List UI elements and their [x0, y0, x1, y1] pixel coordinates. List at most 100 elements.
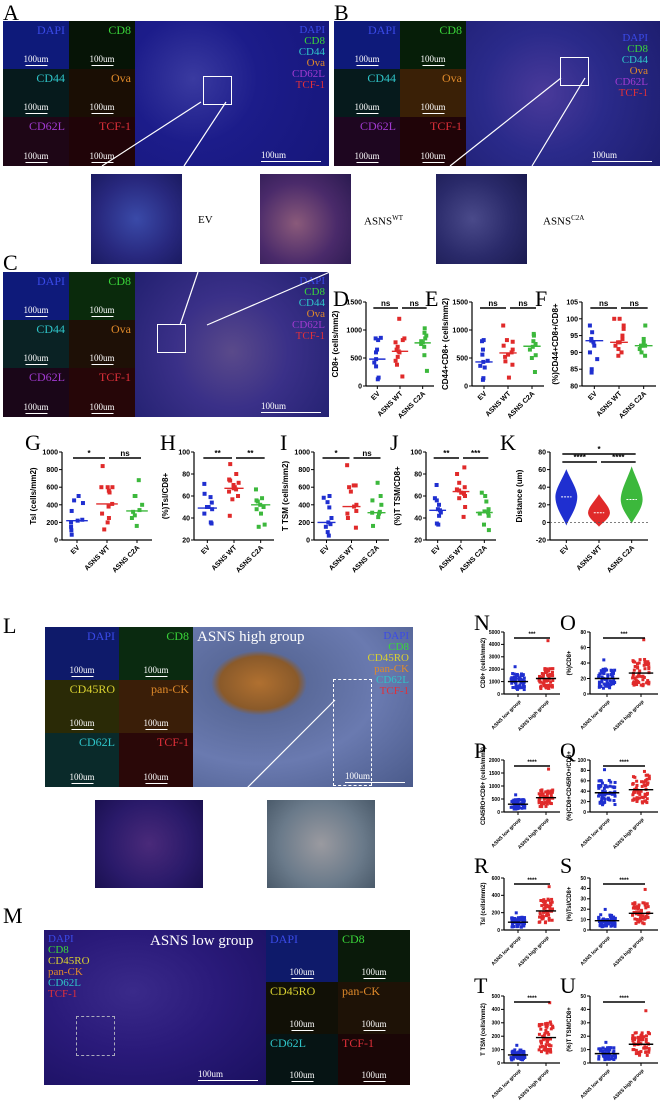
- svg-text:ASNS low group: ASNS low group: [579, 1068, 611, 1100]
- inset-caption-asns-c2a: ASNSC2A: [543, 214, 585, 228]
- svg-text:0: 0: [583, 810, 586, 816]
- svg-text:Distance (um): Distance (um): [515, 469, 524, 522]
- svg-text:T TSM (cells/mm2): T TSM (cells/mm2): [481, 1003, 487, 1056]
- svg-text:EV: EV: [431, 544, 443, 556]
- chart-q: 0 20 40 60 80 100 (%)CD8+CD45RO+/CD8+ ASNS low …: [567, 751, 658, 851]
- svg-text:80: 80: [570, 383, 578, 390]
- svg-text:80: 80: [414, 471, 422, 478]
- svg-text:0: 0: [54, 537, 58, 544]
- chart-t: 0 100 200 300 400 500 T TSM (cells/mm2) ASNS lo…: [481, 994, 560, 1102]
- svg-text:EV: EV: [587, 390, 599, 402]
- inset-high-group: [267, 800, 375, 888]
- panel-label-i: I: [280, 430, 288, 455]
- svg-text:500: 500: [492, 797, 501, 803]
- tile-pan-ck: pan-CK 100um: [338, 982, 410, 1034]
- panel-label-a: A: [3, 0, 19, 25]
- svg-text:2000: 2000: [489, 758, 500, 764]
- tile-dapi: DAPI 100um: [266, 930, 338, 982]
- tile-tcf1: TCF-1 100um: [400, 117, 466, 166]
- panel-b-image: DAPI 100um CD8 100um CD44 100um Ova 100um CD…: [334, 21, 660, 166]
- svg-text:20: 20: [182, 537, 190, 544]
- roi-box: [203, 76, 232, 105]
- svg-text:****: ****: [619, 760, 629, 766]
- svg-text:****: ****: [619, 878, 629, 884]
- panel-c-image: DAPI 100um CD8 100um CD44 100um Ova 100um CD…: [3, 272, 329, 417]
- svg-text:5000: 5000: [489, 630, 500, 636]
- panel-label-d: D: [333, 286, 349, 311]
- svg-text:60: 60: [580, 779, 586, 785]
- svg-text:ASNS high group: ASNS high group: [612, 935, 646, 969]
- chart-k: -20 0 20 40 60 80 Distance (um) EV ASNS WT ASNS C…: [515, 445, 648, 574]
- svg-text:CD8+ (cells/mm2): CD8+ (cells/mm2): [481, 638, 487, 688]
- panel-label-q: Q: [560, 738, 576, 763]
- svg-text:ASNS high group: ASNS high group: [612, 817, 646, 851]
- svg-text:80: 80: [538, 449, 546, 456]
- svg-text:**: **: [215, 449, 222, 458]
- panel-label-s: S: [560, 853, 573, 878]
- svg-text:ASNS high group: ASNS high group: [517, 817, 551, 851]
- tile-cd8: CD8 100um: [338, 930, 410, 982]
- svg-text:ASNS high group: ASNS high group: [612, 699, 646, 733]
- svg-text:40: 40: [580, 886, 586, 892]
- panel-b-merged: DAPI CD8 CD44 Ova CD62L TCF-1 100um: [466, 21, 660, 166]
- panel-label-h: H: [160, 430, 176, 455]
- svg-text:400: 400: [492, 1007, 501, 1013]
- svg-text:40: 40: [580, 661, 586, 667]
- panel-l-image: DAPI 100um CD8 100um CD45RO 100um pan-CK 100…: [45, 627, 413, 787]
- svg-text:80: 80: [182, 471, 190, 478]
- svg-text:***: ***: [620, 632, 628, 638]
- roi-box: [157, 324, 186, 353]
- channel-legend: DAPI CD8 CD44 Ova CD62L TCF-1: [615, 32, 648, 99]
- svg-text:CD45RO+CD8+ (cells/mm2): CD45RO+CD8+ (cells/mm2): [481, 747, 487, 825]
- svg-text:0: 0: [497, 928, 500, 934]
- svg-text:EV: EV: [319, 544, 331, 556]
- svg-text:50: 50: [580, 994, 586, 1000]
- inset-asns-wt: [260, 174, 351, 264]
- svg-text:20: 20: [538, 502, 546, 509]
- svg-text:0: 0: [497, 1061, 500, 1067]
- inset-caption-asns-wt: ASNSWT: [364, 214, 404, 228]
- svg-text:ASNS C2A: ASNS C2A: [606, 544, 636, 574]
- svg-text:20: 20: [580, 676, 586, 682]
- tile-dapi: DAPI 100um: [334, 21, 400, 69]
- svg-text:ns: ns: [120, 449, 130, 458]
- svg-text:*: *: [87, 449, 91, 458]
- svg-text:1000: 1000: [489, 784, 500, 790]
- svg-text:Tsl (cells/mm2): Tsl (cells/mm2): [29, 467, 38, 525]
- svg-text:ns: ns: [488, 299, 498, 308]
- svg-text:****: ****: [527, 760, 537, 766]
- svg-text:(%)Tsl/CD8+: (%)Tsl/CD8+: [161, 473, 170, 520]
- svg-text:50: 50: [580, 876, 586, 882]
- svg-text:(%)CD44+CD8+/CD8+: (%)CD44+CD8+/CD8+: [551, 303, 560, 384]
- svg-text:T TSM (cells/mm2): T TSM (cells/mm2): [281, 461, 290, 532]
- panel-label-p: P: [474, 738, 487, 763]
- panel-a-image: DAPI 100um CD8 100um CD44 100um Ova 100um CD…: [3, 21, 329, 166]
- svg-text:20: 20: [414, 537, 422, 544]
- svg-text:1000: 1000: [346, 327, 362, 334]
- svg-text:ASNS low group: ASNS low group: [579, 935, 611, 967]
- inset-ev: [91, 174, 182, 264]
- group-title: ASNS high group: [197, 629, 305, 645]
- svg-text:ASNS low group: ASNS low group: [579, 817, 611, 849]
- tile-ova: Ova 100um: [400, 69, 466, 117]
- svg-text:20: 20: [580, 1034, 586, 1040]
- chart-g: 0 200 400 600 800 1000 Tsl (cells/mm2) EV ASNS W…: [29, 449, 152, 574]
- channel-legend: DAPI CD8 CD44 Ova CD62L TCF-1: [292, 275, 325, 342]
- svg-text:85: 85: [570, 367, 578, 374]
- svg-text:100: 100: [410, 449, 422, 456]
- svg-text:ns: ns: [518, 299, 528, 308]
- svg-text:40: 40: [414, 515, 422, 522]
- roi-box: [560, 57, 589, 86]
- svg-text:EV: EV: [559, 544, 571, 556]
- svg-text:60: 60: [538, 467, 546, 474]
- tile-tcf1: TCF-1 100um: [69, 368, 135, 417]
- zoom-connector-lines: [199, 699, 336, 888]
- zoom-connector-lines: [179, 271, 331, 326]
- svg-text:ASNS high group: ASNS high group: [517, 699, 551, 733]
- svg-text:EV: EV: [200, 544, 212, 556]
- chart-s: 0 10 20 30 40 50 (%)Tsl/CD8+ ASNS low group ASNS…: [567, 876, 658, 969]
